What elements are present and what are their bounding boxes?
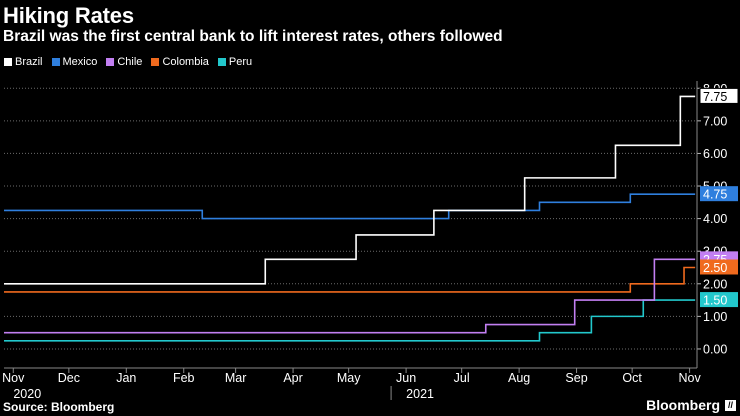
- y-tick-label-4.00: 4.00: [703, 212, 727, 226]
- legend-swatch-brazil: [4, 58, 12, 66]
- series-line-colombia: [4, 266, 696, 293]
- brand-logo-icon: //: [725, 400, 736, 411]
- year-label-2020: 2020: [13, 387, 41, 401]
- legend-label-brazil: Brazil: [15, 56, 43, 68]
- legend: Brazil Mexico Chile Colombia Peru: [4, 56, 252, 68]
- x-tick-label-3: Feb: [173, 371, 195, 385]
- x-tick-label-1: Dec: [58, 371, 80, 385]
- end-label-box-mexico: [700, 186, 738, 202]
- y-tick-label-7.00: 7.00: [703, 114, 727, 128]
- legend-item-chile: Chile: [106, 56, 142, 68]
- x-tick-label-0: Nov: [2, 371, 25, 385]
- series-line-chile: [4, 258, 696, 334]
- end-label-brazil: 7.75: [703, 90, 727, 104]
- y-tick-label-2.00: 2.00: [703, 277, 727, 291]
- legend-item-mexico: Mexico: [51, 56, 98, 68]
- legend-swatch-peru: [217, 58, 226, 66]
- chart-title: Hiking Rates: [3, 3, 134, 28]
- legend-swatch-colombia: [151, 58, 160, 66]
- y-tick-label-0.00: 0.00: [703, 342, 727, 356]
- series-line-peru: [4, 299, 696, 342]
- x-tick-label-9: Aug: [508, 371, 530, 385]
- end-label-box-brazil: [699, 87, 739, 104]
- source-note: Source: Bloomberg: [3, 400, 115, 414]
- end-label-colombia: 2.50: [703, 261, 727, 275]
- legend-item-peru: Peru: [217, 56, 253, 68]
- end-label-mexico: 4.75: [703, 188, 727, 202]
- brand-name: Bloomberg: [646, 397, 720, 413]
- x-tick-label-2: Jan: [116, 371, 136, 385]
- y-tick-label-6.00: 6.00: [703, 147, 727, 161]
- series-line-mexico: [4, 193, 696, 220]
- x-tick-label-10: Sep: [565, 371, 587, 385]
- legend-label-colombia: Colombia: [162, 56, 209, 68]
- chart-subtitle: Brazil was the first central bank to lif…: [3, 28, 503, 45]
- x-tick-label-5: Apr: [283, 371, 302, 385]
- legend-swatch-chile: [106, 58, 115, 66]
- legend-label-peru: Peru: [228, 56, 253, 68]
- end-label-peru: 1.50: [703, 294, 727, 308]
- legend-swatch-mexico: [51, 58, 60, 66]
- x-tick-label-6: May: [337, 371, 361, 385]
- series-line-brazil: [4, 95, 696, 285]
- x-tick-label-4: Mar: [225, 371, 247, 385]
- year-label-2021: 2021: [406, 387, 434, 401]
- x-tick-label-12: Nov: [678, 371, 701, 385]
- legend-label-chile: Chile: [117, 56, 143, 68]
- x-tick-label-7: Jun: [396, 371, 416, 385]
- x-tick-label-11: Oct: [622, 371, 642, 385]
- legend-label-mexico: Mexico: [62, 56, 98, 68]
- y-tick-label-1.00: 1.00: [703, 310, 727, 324]
- legend-item-colombia: Colombia: [151, 56, 209, 68]
- end-label-box-peru: [700, 292, 738, 308]
- end-label-box-colombia: [700, 259, 738, 275]
- x-tick-label-8: Jul: [454, 371, 470, 385]
- legend-item-brazil: Brazil: [4, 56, 43, 68]
